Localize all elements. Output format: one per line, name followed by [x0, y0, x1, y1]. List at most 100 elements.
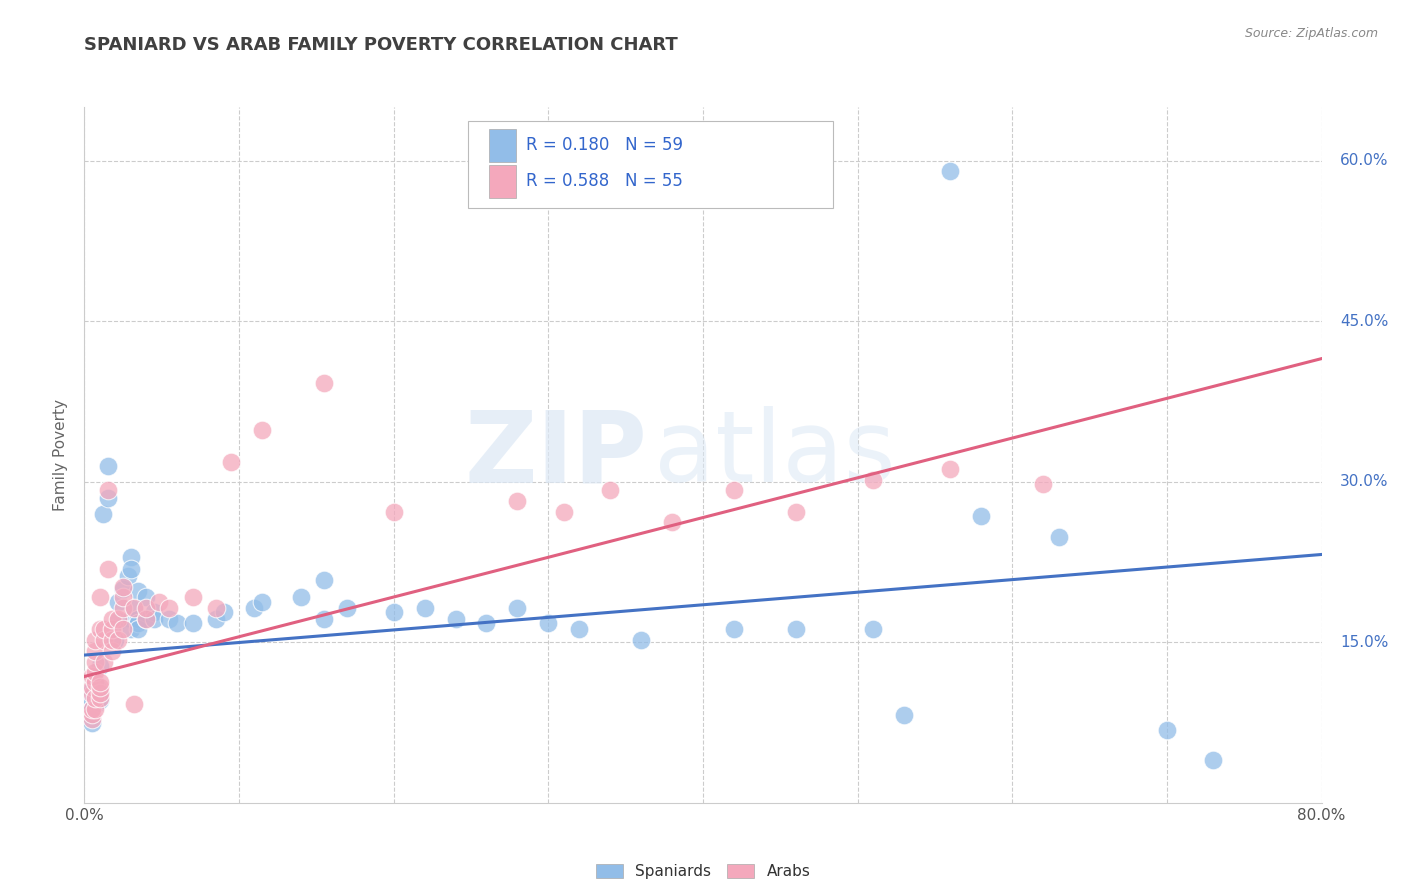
Point [862, 473, 884, 487]
Point [112, 582, 135, 596]
Point [537, 615, 560, 630]
Point [96, 458, 118, 473]
Point [312, 573, 335, 587]
Point [112, 601, 135, 615]
Point [630, 633, 652, 648]
Point [382, 605, 405, 619]
Point [120, 623, 142, 637]
Point [82, 680, 104, 694]
Point [93, 623, 115, 637]
Y-axis label: Family Poverty: Family Poverty [53, 399, 69, 511]
Point [127, 615, 149, 630]
Point [107, 612, 129, 626]
Point [553, 505, 575, 519]
Point [127, 583, 149, 598]
Point [1032, 476, 1054, 491]
Point [135, 612, 157, 626]
Point [84, 655, 107, 669]
Point [89, 685, 111, 699]
Point [135, 612, 157, 626]
Point [205, 612, 228, 626]
Point [143, 612, 166, 626]
Point [91, 507, 114, 521]
Point [89, 658, 111, 673]
Point [785, 623, 807, 637]
Point [101, 612, 124, 626]
Point [82, 701, 104, 715]
Point [89, 674, 111, 689]
Point [82, 708, 104, 723]
Point [444, 612, 467, 626]
Point [212, 605, 235, 619]
Point [96, 562, 118, 576]
Point [101, 633, 124, 648]
FancyBboxPatch shape [489, 165, 516, 198]
Point [939, 462, 962, 476]
Point [86, 689, 108, 703]
Point [312, 376, 335, 391]
Text: 45.0%: 45.0% [1340, 314, 1389, 328]
Point [93, 655, 115, 669]
Point [250, 423, 273, 437]
Text: ZIP: ZIP [464, 407, 647, 503]
Point [96, 491, 118, 505]
Point [143, 605, 166, 619]
Point [599, 483, 621, 498]
Point [89, 591, 111, 605]
Point [127, 612, 149, 626]
Point [112, 591, 135, 605]
Legend: Spaniards, Arabs: Spaniards, Arabs [589, 858, 817, 886]
FancyBboxPatch shape [468, 121, 832, 208]
Point [117, 569, 139, 583]
Text: atlas: atlas [654, 407, 896, 503]
Point [82, 694, 104, 708]
Point [112, 623, 135, 637]
Point [82, 669, 104, 683]
Point [723, 623, 745, 637]
Point [475, 615, 498, 630]
Point [205, 601, 228, 615]
Point [135, 591, 157, 605]
Point [84, 665, 107, 680]
Point [1202, 753, 1225, 767]
Text: Source: ZipAtlas.com: Source: ZipAtlas.com [1244, 27, 1378, 40]
Point [84, 701, 107, 715]
Text: 15.0%: 15.0% [1340, 635, 1389, 649]
Point [112, 580, 135, 594]
Point [181, 615, 204, 630]
Point [661, 516, 683, 530]
Point [250, 594, 273, 608]
Point [127, 623, 149, 637]
Point [101, 623, 124, 637]
Point [82, 701, 104, 715]
Text: R = 0.588   N = 55: R = 0.588 N = 55 [526, 172, 683, 191]
Point [89, 690, 111, 705]
Point [568, 623, 591, 637]
Point [107, 614, 129, 628]
Text: R = 0.180   N = 59: R = 0.180 N = 59 [526, 136, 683, 154]
Point [107, 633, 129, 648]
Point [382, 505, 405, 519]
Point [89, 623, 111, 637]
Point [1156, 723, 1178, 737]
Point [970, 508, 993, 523]
Point [82, 715, 104, 730]
Point [82, 706, 104, 721]
Point [89, 680, 111, 694]
Point [120, 549, 142, 564]
Point [96, 483, 118, 498]
Point [939, 164, 962, 178]
Point [122, 601, 145, 615]
Point [84, 674, 107, 689]
Point [104, 633, 127, 648]
Text: 60.0%: 60.0% [1340, 153, 1389, 168]
Point [219, 455, 242, 469]
Point [101, 644, 124, 658]
Point [93, 633, 115, 648]
Point [86, 696, 108, 710]
Point [120, 562, 142, 576]
Point [86, 680, 108, 694]
Point [1047, 530, 1070, 544]
Point [135, 601, 157, 615]
Point [893, 708, 915, 723]
